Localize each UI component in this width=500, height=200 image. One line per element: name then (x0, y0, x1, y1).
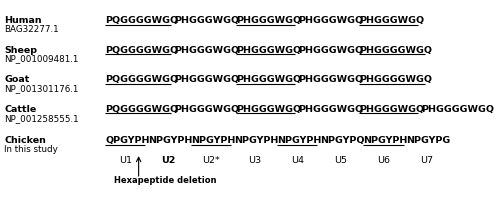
Text: U2: U2 (161, 156, 176, 165)
Text: NP_001009481.1: NP_001009481.1 (4, 55, 78, 64)
Text: U2*: U2* (202, 156, 220, 165)
Text: PHGGGWGQ: PHGGGWGQ (174, 16, 240, 25)
Text: Chicken: Chicken (4, 136, 46, 145)
Text: PHGGGWGQ: PHGGGWGQ (298, 105, 363, 114)
Text: U3: U3 (248, 156, 261, 165)
Text: PHGGGWGQ: PHGGGWGQ (236, 75, 301, 84)
Text: Hexapeptide deletion: Hexapeptide deletion (114, 176, 216, 185)
Text: PHGGGWGQ: PHGGGWGQ (298, 46, 363, 55)
Text: PHGGGWGQ: PHGGGWGQ (298, 16, 363, 25)
Text: PHGGGWGQ: PHGGGWGQ (360, 16, 424, 25)
Text: PHGGGWGQ: PHGGGWGQ (298, 75, 363, 84)
Text: PHGGGGWGQ: PHGGGGWGQ (421, 105, 494, 114)
Text: Goat: Goat (4, 75, 30, 84)
Text: PHGGGWGQ: PHGGGWGQ (236, 105, 301, 114)
Text: NPGYPG: NPGYPG (406, 136, 451, 145)
Text: PHGGGGWGQ: PHGGGGWGQ (360, 75, 432, 84)
Text: NPGYPQ: NPGYPQ (320, 136, 365, 145)
Text: Sheep: Sheep (4, 46, 37, 55)
Text: U6: U6 (377, 156, 390, 165)
Text: PQGGGGWGQ: PQGGGGWGQ (105, 105, 178, 114)
Text: PHGGGWGQ: PHGGGWGQ (174, 75, 240, 84)
Text: QPGYPH: QPGYPH (105, 136, 150, 145)
Text: U1: U1 (119, 156, 132, 165)
Text: In this study: In this study (4, 145, 58, 154)
Text: U4: U4 (291, 156, 304, 165)
Text: U7: U7 (420, 156, 433, 165)
Text: PQGGGGWGQ: PQGGGGWGQ (105, 46, 178, 55)
Text: NP_001301176.1: NP_001301176.1 (4, 84, 78, 93)
Text: PHGGGGWGQ: PHGGGGWGQ (360, 46, 432, 55)
Text: NP_001258555.1: NP_001258555.1 (4, 114, 78, 123)
Text: PHGGGWGQ: PHGGGWGQ (174, 105, 240, 114)
Text: PQGGGGWGQ: PQGGGGWGQ (105, 16, 178, 25)
Text: NPGYPH: NPGYPH (148, 136, 192, 145)
Text: Cattle: Cattle (4, 105, 36, 114)
Text: PHGGGWGQ: PHGGGWGQ (236, 16, 301, 25)
Text: BAG32277.1: BAG32277.1 (4, 25, 59, 34)
Text: Human: Human (4, 16, 42, 25)
Text: NPGYPH: NPGYPH (192, 136, 236, 145)
Text: NPGYPH: NPGYPH (278, 136, 322, 145)
Text: PHGGGWGQ: PHGGGWGQ (174, 46, 240, 55)
Text: U5: U5 (334, 156, 347, 165)
Text: PHGGGWGQ: PHGGGWGQ (360, 105, 424, 114)
Text: PQGGGGWGQ: PQGGGGWGQ (105, 75, 178, 84)
Text: NPGYPH: NPGYPH (364, 136, 408, 145)
Text: PHGGGWGQ: PHGGGWGQ (236, 46, 301, 55)
Text: NPGYPH: NPGYPH (234, 136, 279, 145)
